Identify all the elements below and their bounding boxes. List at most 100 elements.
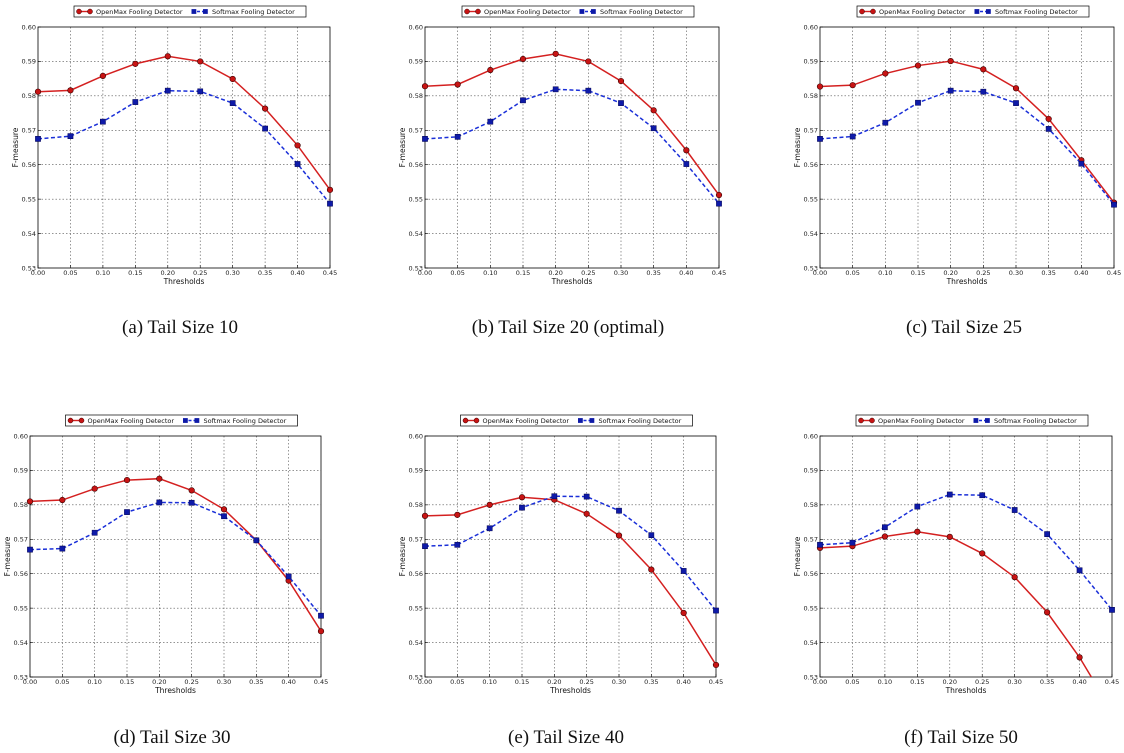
legend-softmax-label: Softmax Fooling Detector	[995, 8, 1078, 16]
x-tick-label: 0.00	[813, 678, 827, 686]
openmax-series-line	[37, 55, 331, 191]
y-tick-label: 0.55	[804, 195, 818, 203]
legend-openmax-marker	[67, 417, 74, 424]
panel-caption: (e) Tail Size 40	[508, 727, 624, 748]
openmax-point	[816, 83, 824, 90]
y-tick-label: 0.53	[14, 673, 28, 681]
chart-panel-1: 0.00 0.05 0.10 0.15 0.20 0.25 0.30 0.35 0.40 0.45…	[398, 5, 726, 338]
openmax-point	[156, 475, 163, 482]
openmax-point	[67, 87, 74, 94]
y-tick-label: 0.56	[22, 161, 36, 169]
softmax-point	[221, 513, 227, 520]
legend-openmax-marker	[870, 8, 876, 15]
softmax-point	[882, 524, 888, 531]
openmax-point	[947, 57, 954, 65]
openmax-point	[583, 510, 590, 517]
x-axis-label: Thresholds	[163, 277, 205, 286]
openmax-point	[454, 511, 461, 518]
openmax-point	[197, 58, 204, 65]
softmax-point	[519, 504, 525, 511]
legend-softmax-label: Softmax Fooling Detector	[204, 417, 287, 425]
softmax-point	[164, 87, 171, 94]
legend-openmax-marker	[78, 417, 85, 424]
y-tick-label: 0.59	[22, 58, 36, 66]
x-tick-label: 0.15	[911, 269, 925, 277]
softmax-point	[262, 125, 268, 132]
x-tick-label: 0.25	[975, 678, 989, 686]
softmax-point	[680, 568, 687, 574]
legend: OpenMax Fooling Detector Softmax Fooling …	[73, 5, 307, 18]
x-tick-label: 0.20	[943, 678, 957, 686]
y-tick-label: 0.59	[409, 58, 423, 66]
y-tick-label: 0.56	[409, 161, 423, 169]
softmax-point	[915, 99, 921, 106]
y-tick-label: 0.58	[804, 92, 818, 100]
y-tick-label: 0.58	[14, 501, 28, 509]
chart-panel-2: 0.00 0.05 0.10 0.15 0.20 0.25 0.30 0.35 0.40 0.45…	[793, 5, 1121, 338]
softmax-point	[487, 118, 494, 125]
softmax-point	[552, 86, 559, 93]
y-tick-label: 0.55	[409, 195, 423, 203]
panel-caption: (d) Tail Size 30	[113, 727, 230, 748]
x-tick-label: 0.35	[249, 678, 263, 686]
softmax-point	[716, 200, 722, 207]
x-tick-label: 0.10	[878, 269, 892, 277]
openmax-point	[487, 66, 494, 74]
softmax-point	[132, 99, 139, 105]
y-tick-label: 0.54	[409, 230, 423, 238]
series-group	[816, 57, 1118, 208]
softmax-point	[35, 136, 41, 142]
legend-openmax-marker	[464, 8, 470, 15]
x-tick-label: 0.40	[1074, 269, 1088, 277]
x-tick-label: 0.30	[1007, 678, 1021, 686]
openmax-point	[59, 496, 66, 504]
x-tick-label: 0.40	[290, 269, 304, 277]
x-tick-label: 0.35	[1040, 678, 1054, 686]
openmax-point	[317, 628, 325, 635]
x-tick-label: 0.15	[128, 269, 142, 277]
x-tick-label: 0.45	[323, 269, 337, 277]
plot-area	[30, 436, 321, 677]
x-tick-label: 0.05	[450, 269, 464, 277]
openmax-point	[1011, 574, 1018, 581]
softmax-point	[100, 118, 106, 125]
y-tick-label: 0.60	[409, 432, 423, 440]
legend: OpenMax Fooling Detector Softmax Fooling …	[461, 5, 695, 18]
legend-openmax-label: OpenMax Fooling Detector	[484, 8, 571, 16]
openmax-point	[683, 147, 690, 154]
openmax-point	[979, 550, 986, 557]
plot-frame	[819, 26, 1115, 269]
x-axis-label: Thresholds	[549, 686, 591, 695]
y-tick-label: 0.57	[804, 127, 818, 135]
softmax-point	[882, 119, 889, 126]
legend-softmax-label: Softmax Fooling Detector	[600, 8, 683, 16]
y-tick-label: 0.59	[804, 58, 818, 66]
softmax-point	[849, 539, 856, 546]
x-tick-label: 0.00	[31, 269, 45, 277]
softmax-point	[422, 136, 428, 142]
softmax-point	[454, 133, 461, 140]
x-tick-label: 0.35	[644, 678, 658, 686]
softmax-series-line	[37, 89, 331, 205]
chart-panel-5: 0.00 0.05 0.10 0.15 0.20 0.25 0.30 0.35 0.40 0.45…	[793, 414, 1119, 748]
x-tick-label: 0.20	[161, 269, 175, 277]
legend-softmax-marker	[986, 9, 991, 14]
chart-panel-3: 0.00 0.05 0.10 0.15 0.20 0.25 0.30 0.35 0.40 0.45…	[3, 414, 328, 748]
y-axis-label: F-measure	[398, 536, 407, 576]
openmax-point	[220, 506, 228, 513]
openmax-point	[650, 107, 657, 114]
openmax-series-line	[819, 530, 1093, 677]
legend-softmax-marker	[579, 9, 585, 14]
legend: OpenMax Fooling Detector Softmax Fooling …	[65, 414, 298, 427]
openmax-point	[980, 66, 987, 73]
panel-caption: (f) Tail Size 50	[904, 727, 1018, 748]
y-tick-label: 0.55	[14, 604, 28, 612]
x-tick-label: 0.30	[217, 678, 231, 686]
y-tick-label: 0.58	[409, 92, 423, 100]
y-tick-label: 0.54	[804, 639, 818, 647]
y-tick-label: 0.54	[409, 639, 423, 647]
openmax-point	[1044, 609, 1051, 616]
openmax-series-line	[819, 60, 1115, 204]
legend-openmax-label: OpenMax Fooling Detector	[88, 417, 175, 425]
y-tick-label: 0.60	[14, 432, 28, 440]
